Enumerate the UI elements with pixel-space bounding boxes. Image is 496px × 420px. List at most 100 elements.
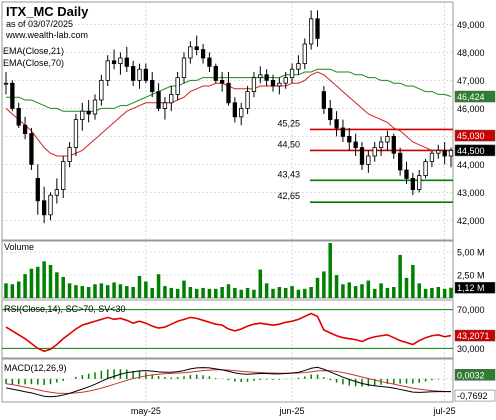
volume-bar — [283, 287, 288, 298]
volume-bar — [245, 287, 250, 298]
candle-down — [207, 57, 212, 67]
candle-down — [213, 66, 218, 81]
candle-up — [48, 194, 53, 216]
volume-bar — [23, 274, 27, 298]
candle-down — [143, 68, 149, 81]
volume-bar — [366, 280, 371, 298]
volume-bar — [74, 285, 78, 298]
axis-layer: may-25 jun-25 jul-25 42,000 43,000 44,000 45,0… — [131, 20, 496, 416]
price-value-tag-1-bg — [454, 129, 496, 142]
price-tick-label-4: 46,000 — [457, 104, 485, 114]
candle-up — [162, 102, 168, 109]
volume-bar — [398, 254, 402, 298]
volume-bar — [296, 289, 301, 298]
rsi-panel-frame — [1, 299, 454, 359]
candle-up — [80, 110, 85, 120]
rsi-line — [5, 312, 452, 353]
price-tick-label-2: 44,000 — [457, 160, 485, 170]
candle-down — [219, 80, 225, 84]
rsi-panel-title: RSI(Close,14), SC>70, SV<30 — [4, 304, 126, 314]
volume-bar — [341, 284, 345, 298]
volume-bar — [150, 287, 154, 298]
candle-up — [283, 77, 288, 84]
candle-down — [226, 82, 231, 104]
candle-up — [372, 147, 377, 157]
candle-up — [239, 108, 244, 118]
candle-down — [321, 91, 327, 109]
volume-bar — [258, 269, 263, 298]
volume-tick-label-0: 5,00 M — [457, 248, 485, 258]
volume-bar — [80, 286, 85, 298]
candle-up — [366, 155, 371, 165]
candle-up — [378, 141, 384, 148]
volume-bar — [303, 288, 307, 298]
rsi-layer — [5, 312, 452, 353]
price-panel-frame — [1, 1, 454, 241]
price-tick-label-5: 47,000 — [457, 76, 485, 86]
candle-up — [251, 77, 257, 92]
macd-value-tag-0: 0,0032 — [457, 370, 485, 380]
volume-bar — [430, 287, 434, 298]
candle-down — [397, 152, 403, 171]
volume-bar — [423, 288, 428, 298]
candle-down — [347, 135, 352, 143]
candle-down — [16, 108, 21, 126]
volume-bar — [436, 287, 441, 298]
volume-bar — [36, 266, 40, 298]
candle-down — [391, 135, 396, 154]
candle-down — [29, 133, 34, 165]
macd-panel-frame — [1, 358, 454, 403]
candle-up — [73, 119, 79, 148]
volume-bar — [16, 281, 21, 298]
candle-up — [61, 161, 66, 191]
candle-down — [353, 141, 358, 148]
volume-bar — [105, 285, 110, 298]
candle-down — [315, 18, 320, 39]
volume-value-tag: 1,12 M — [457, 283, 485, 293]
volume-bar — [239, 289, 243, 298]
volume-bar — [442, 288, 447, 298]
chart-title: ITX_MC Daily — [6, 4, 89, 19]
volume-bar — [112, 282, 116, 298]
candle-up — [277, 82, 282, 87]
volume-bar — [322, 271, 326, 298]
volume-bar — [207, 288, 212, 298]
candle-up — [169, 94, 174, 104]
volume-bar — [353, 286, 358, 298]
volume-bar — [220, 287, 224, 298]
volume-bar — [156, 274, 161, 298]
candle-down — [111, 60, 117, 64]
volume-bar — [131, 287, 135, 298]
candle-down — [334, 119, 339, 129]
macd-line — [5, 366, 452, 398]
legend-ema70: EMA(Close,70) — [3, 58, 64, 68]
volume-panel-title: Volume — [4, 242, 34, 252]
macd-value-tag-1-bg — [454, 389, 496, 402]
volume-bar — [417, 283, 421, 298]
volume-bar — [137, 276, 142, 298]
volume-bar — [385, 287, 390, 298]
volume-bar — [334, 275, 339, 298]
level-label-0: 45,25 — [277, 118, 300, 128]
volume-bar — [201, 287, 205, 298]
volume-bar — [42, 261, 46, 298]
candle-down — [270, 80, 276, 87]
volume-bar — [309, 287, 313, 298]
candle-down — [410, 177, 416, 190]
candle-up — [308, 18, 314, 45]
volume-bar — [144, 281, 148, 298]
volume-value-tag-bg — [454, 281, 496, 294]
volume-bar — [175, 288, 180, 298]
price-tick-label-0: 42,000 — [457, 216, 485, 226]
volume-bar — [271, 288, 275, 298]
candle-down — [442, 149, 447, 157]
volume-bar — [404, 277, 409, 298]
candle-up — [99, 80, 104, 101]
candle-up — [289, 68, 295, 78]
candle-up — [448, 149, 454, 157]
volume-bar — [392, 287, 396, 298]
candle-down — [41, 200, 47, 216]
candle-up — [67, 147, 72, 163]
rsi-tick-label-1: 30,000 — [457, 344, 485, 354]
volume-bar — [61, 276, 65, 298]
